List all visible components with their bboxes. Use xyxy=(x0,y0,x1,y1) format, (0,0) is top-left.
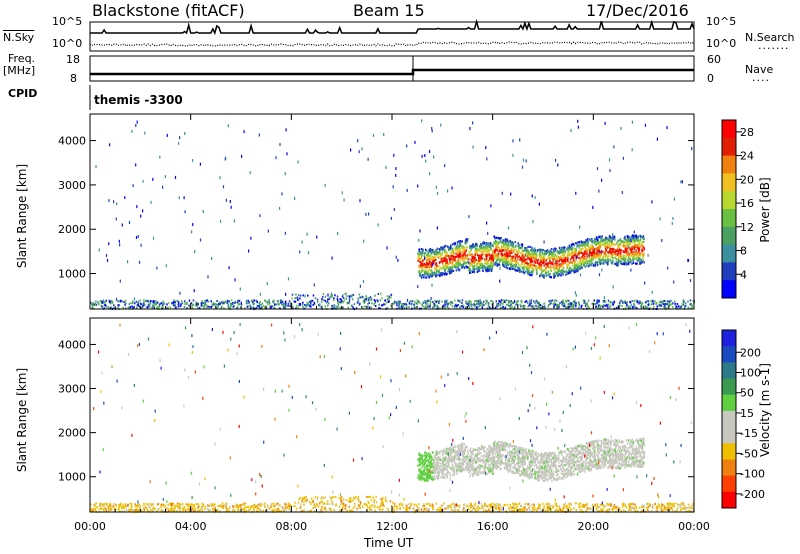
y-tick-label: 4000 xyxy=(58,135,86,148)
colorbar-swatch xyxy=(722,410,736,428)
y-tick-label: 3000 xyxy=(58,383,86,396)
date-title: 17/Dec/2016 xyxy=(586,1,689,20)
colorbar-swatch xyxy=(722,244,736,263)
nave-tick-bottom: 0 xyxy=(707,72,714,85)
colorbar-swatch xyxy=(722,475,736,493)
colorbar-swatch xyxy=(722,120,736,139)
y-tick-label: 1000 xyxy=(58,268,86,281)
power-scatter xyxy=(90,119,695,311)
y-tick-label: 3000 xyxy=(58,179,86,192)
power-panel-frame xyxy=(89,113,695,310)
freq-tick-bottom: 8 xyxy=(70,72,77,85)
x-tick-label: 08:00 xyxy=(275,520,307,533)
colorbar-swatch xyxy=(722,362,736,380)
velocity-cbar-label: Velocity [m s-1] xyxy=(758,363,772,457)
x-tick-label: 00:00 xyxy=(74,520,106,533)
time-xlabel: Time UT xyxy=(364,536,414,550)
colorbar-swatch xyxy=(722,330,736,347)
sky-tick-bottom: 10^0 xyxy=(52,37,83,50)
colorbar-swatch xyxy=(722,459,736,477)
colorbar-swatch xyxy=(722,173,736,192)
colorbar-swatch xyxy=(722,346,736,363)
colorbar-tick-label: 28 xyxy=(740,126,754,139)
colorbar-tick-label: 20 xyxy=(740,173,754,186)
colorbar-tick-label: 8 xyxy=(740,245,747,258)
colorbar-tick-label: -100 xyxy=(740,468,765,481)
x-tick-label: 16:00 xyxy=(477,520,509,533)
x-tick-label: 12:00 xyxy=(376,520,408,533)
nsearch-trace xyxy=(89,41,695,47)
colorbar-swatch xyxy=(722,137,736,157)
cpid-label: CPID xyxy=(8,87,38,100)
mhz-label: [MHz] xyxy=(3,64,36,77)
colorbar-swatch xyxy=(722,191,736,210)
nave-label: Nave xyxy=(745,63,774,76)
colorbar-swatch xyxy=(722,427,736,444)
colorbar-tick-label: 4 xyxy=(740,268,747,281)
colorbar-swatch xyxy=(722,155,736,174)
freq-panel-frame xyxy=(89,55,695,82)
velocity-scatter xyxy=(90,323,695,514)
power-colorbar: 4 8 12 16 20 24 28 xyxy=(721,119,754,299)
x-tick-label: 04:00 xyxy=(175,520,207,533)
nave-tick-top: 60 xyxy=(707,53,721,66)
freq-trace xyxy=(90,68,694,76)
axes-group: 00:00 04:00 08:00 12:00 16:00 20:00 00:00 1000 2… xyxy=(58,114,710,533)
cpid-text: themis -3300 xyxy=(94,93,183,107)
power-ylabel: Slant Range [km] xyxy=(15,163,29,269)
colorbar-tick-label: 16 xyxy=(740,197,754,210)
colorbar-tick-label: -50 xyxy=(740,447,758,460)
beam-title: Beam 15 xyxy=(353,1,425,20)
y-tick-label: 2000 xyxy=(58,427,86,440)
sky-panel-frame xyxy=(89,21,695,52)
colorbar-tick-label: -200 xyxy=(740,488,765,501)
colorbar-tick-label: 200 xyxy=(740,346,761,359)
colorbar-tick-label: 24 xyxy=(740,150,754,163)
colorbar-frame xyxy=(721,329,737,509)
nsearch-dots: ······· xyxy=(758,42,790,55)
freq-label: Freq. xyxy=(8,52,36,65)
sky-tick-top-right: 10^5 xyxy=(706,15,737,28)
colorbar-swatch xyxy=(722,443,736,460)
colorbar-swatch xyxy=(722,209,736,228)
sky-tick-top: 10^5 xyxy=(52,15,83,28)
freq-tick-top: 18 xyxy=(66,53,80,66)
colorbar-tick-label: 15 xyxy=(740,407,754,420)
velocity-ylabel: Slant Range [km] xyxy=(15,367,29,473)
colorbar-swatch xyxy=(722,394,736,412)
colorbar-swatch xyxy=(722,262,736,281)
colorbar-tick-label: 100 xyxy=(740,367,761,380)
nave-dots: ···· xyxy=(752,74,770,87)
velocity-colorbar: 200 100 50 15 -15 -50 -100 -200 xyxy=(721,329,765,509)
nsearch-label: N.Search xyxy=(745,31,795,44)
nsky-trace xyxy=(90,18,695,36)
x-tick-label: 00:00 xyxy=(678,520,710,533)
colorbar-tick-label: 50 xyxy=(740,387,754,400)
colorbar-tick-label: -15 xyxy=(740,427,758,440)
sky-tick-bottom-right: 10^0 xyxy=(706,37,737,50)
x-tick-label: 20:00 xyxy=(577,520,609,533)
nsky-label: N.Sky xyxy=(3,31,35,44)
colorbar-tick-label: 12 xyxy=(740,221,754,234)
y-tick-label: 1000 xyxy=(58,471,86,484)
colorbar-frame xyxy=(721,119,737,299)
y-tick-label: 4000 xyxy=(58,338,86,351)
colorbar-swatch xyxy=(722,491,736,509)
colorbar-swatch xyxy=(722,280,736,299)
colorbar-swatch xyxy=(722,226,736,246)
station-title: Blackstone (fitACF) xyxy=(92,1,245,20)
colorbar-swatch xyxy=(722,378,736,396)
power-cbar-label: Power [dB] xyxy=(758,177,772,243)
velocity-panel-frame xyxy=(89,317,695,513)
y-tick-label: 2000 xyxy=(58,223,86,236)
